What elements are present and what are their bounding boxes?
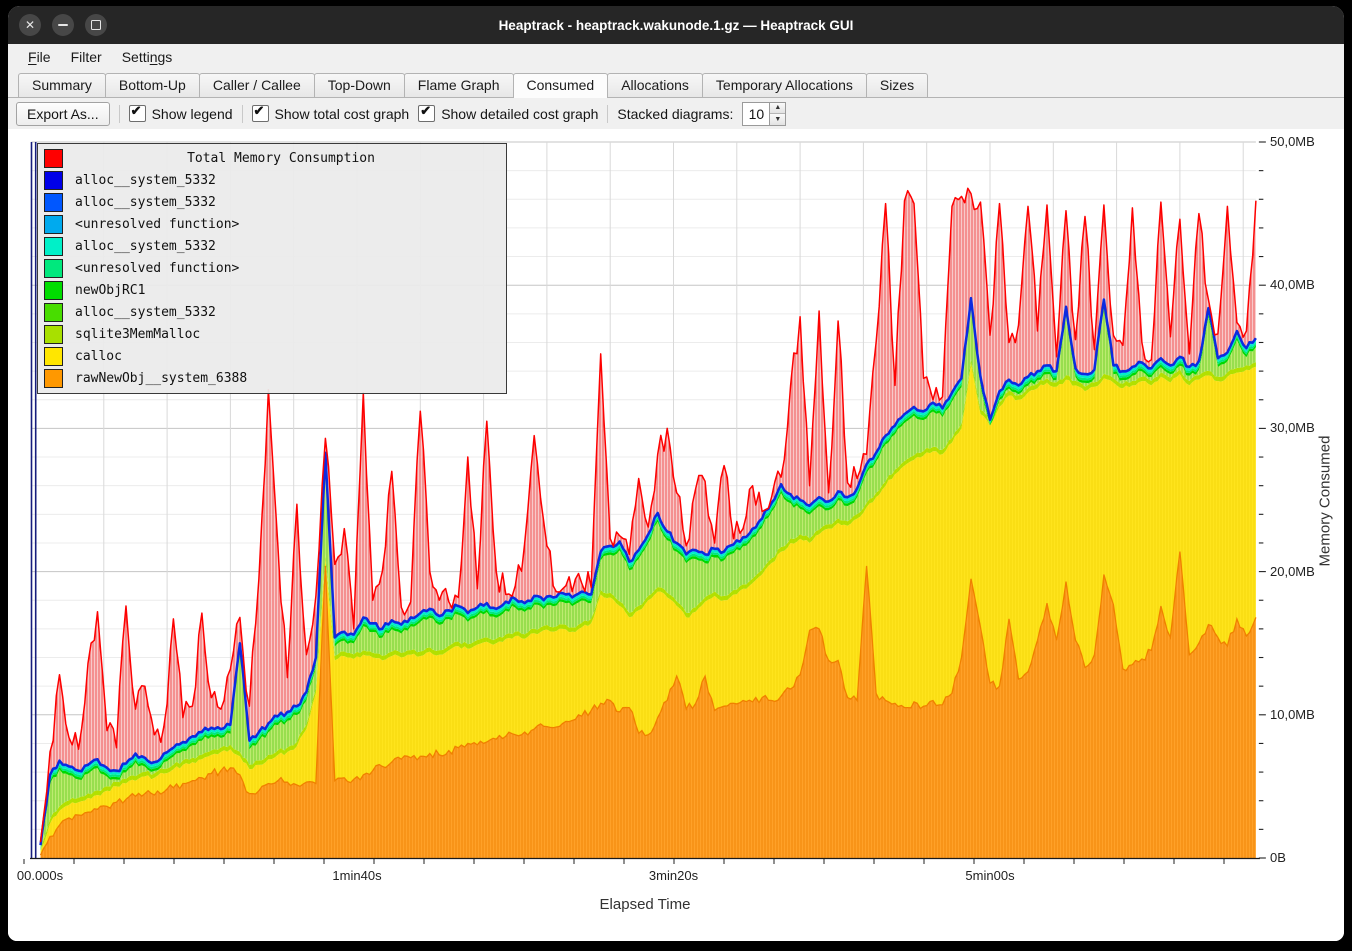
checkbox-box[interactable]: ✔ bbox=[128, 103, 146, 122]
legend-swatch bbox=[44, 368, 63, 388]
legend-swatch bbox=[44, 192, 63, 212]
legend-swatch bbox=[44, 258, 63, 278]
stacked-diagrams-value[interactable]: 10 bbox=[742, 101, 770, 126]
tab-temporary-allocations[interactable]: Temporary Allocations bbox=[701, 73, 867, 97]
legend-title-row: Total Memory Consumption bbox=[38, 147, 506, 169]
menu-settings[interactable]: Settings bbox=[121, 49, 173, 65]
legend-swatch bbox=[44, 324, 63, 344]
maximize-icon bbox=[91, 20, 101, 30]
toolbar-separator bbox=[118, 104, 120, 123]
legend-entry-rawnewobj-system-6388: rawNewObj__system_6388 bbox=[38, 367, 506, 389]
checkbox-label: Show legend bbox=[151, 105, 233, 122]
stepper-down-button[interactable]: ▼ bbox=[770, 114, 786, 125]
window-title: Heaptrack - heaptrack.wakunode.1.gz — He… bbox=[498, 17, 854, 33]
legend-swatch bbox=[44, 236, 63, 256]
legend-label: alloc__system_5332 bbox=[75, 172, 216, 188]
chart-legend: Total Memory Consumption alloc__system_5… bbox=[37, 143, 507, 394]
y-tick-label: 30,0MB bbox=[1270, 420, 1315, 436]
legend-title-swatch bbox=[44, 149, 63, 168]
checkbox-box[interactable]: ✔ bbox=[251, 103, 269, 122]
checkbox-show-legend[interactable]: ✔ Show legend bbox=[128, 103, 233, 122]
minimize-icon bbox=[58, 24, 68, 26]
tab-consumed[interactable]: Consumed bbox=[512, 73, 609, 98]
close-icon: ✕ bbox=[24, 18, 36, 32]
stacked-diagrams-label: Stacked diagrams: bbox=[617, 105, 734, 122]
x-tick-label: 00.000s bbox=[16, 868, 64, 883]
x-tick-label: 3min20s bbox=[648, 868, 699, 883]
legend-label: <unresolved function> bbox=[75, 216, 240, 232]
legend-entry-alloc-system-5332: alloc__system_5332 bbox=[38, 169, 506, 191]
export-as-button[interactable]: Export As... bbox=[16, 101, 110, 126]
legend-label: alloc__system_5332 bbox=[75, 238, 216, 254]
stepper-up-button[interactable]: ▲ bbox=[770, 102, 786, 114]
close-button[interactable]: ✕ bbox=[19, 14, 41, 36]
tab-caller-callee[interactable]: Caller / Callee bbox=[198, 73, 315, 97]
check-icon: ✔ bbox=[253, 103, 265, 118]
checkbox-box[interactable]: ✔ bbox=[418, 103, 436, 122]
tab-top-down[interactable]: Top-Down bbox=[313, 73, 405, 97]
stepper-buttons: ▲ ▼ bbox=[769, 101, 787, 126]
legend-label: newObjRC1 bbox=[75, 282, 146, 298]
legend-swatch bbox=[44, 302, 63, 322]
maximize-button[interactable] bbox=[85, 14, 107, 36]
legend-label: <unresolved function> bbox=[75, 260, 240, 276]
legend-label: sqlite3MemMalloc bbox=[75, 326, 201, 342]
app-window: ✕ Heaptrack - heaptrack.wakunode.1.gz — … bbox=[8, 6, 1344, 941]
legend-entry-unresolved-function: <unresolved function> bbox=[38, 213, 506, 235]
menu-file[interactable]: File bbox=[28, 49, 51, 65]
checkbox-show-detailed-cost-graph[interactable]: ✔ Show detailed cost graph bbox=[418, 103, 599, 122]
y-tick-label: 40,0MB bbox=[1270, 277, 1315, 293]
stacked-diagrams-stepper: 10 ▲ ▼ bbox=[742, 101, 787, 126]
legend-entry-alloc-system-5332: alloc__system_5332 bbox=[38, 235, 506, 257]
x-axis-title: Elapsed Time bbox=[599, 896, 691, 913]
minimize-button[interactable] bbox=[52, 14, 74, 36]
menu-filter[interactable]: Filter bbox=[70, 49, 102, 65]
check-icon: ✔ bbox=[420, 103, 432, 118]
memory-consumption-plot[interactable] bbox=[8, 129, 1344, 941]
check-icon: ✔ bbox=[130, 103, 142, 118]
legend-swatch bbox=[44, 214, 63, 234]
legend-label: calloc bbox=[75, 348, 122, 364]
checkbox-label: Show detailed cost graph bbox=[441, 105, 599, 122]
legend-swatch bbox=[44, 346, 63, 366]
menu-bar: File Filter Settings bbox=[8, 44, 1344, 70]
y-tick-label: 50,0MB bbox=[1270, 134, 1315, 149]
checkbox-show-total-cost-graph[interactable]: ✔ Show total cost graph bbox=[251, 103, 410, 122]
y-axis-title: Memory Consumed bbox=[1316, 435, 1334, 567]
legend-entry-calloc: calloc bbox=[38, 345, 506, 367]
legend-entry-alloc-system-5332: alloc__system_5332 bbox=[38, 191, 506, 213]
tab-sizes[interactable]: Sizes bbox=[865, 73, 929, 97]
legend-entry-newobjrc1: newObjRC1 bbox=[38, 279, 506, 301]
consumed-chart-area[interactable]: Total Memory Consumption alloc__system_5… bbox=[8, 129, 1344, 941]
legend-entry-unresolved-function: <unresolved function> bbox=[38, 257, 506, 279]
legend-swatch bbox=[44, 170, 63, 190]
tab-summary[interactable]: Summary bbox=[18, 73, 106, 97]
y-tick-label: 20,0MB bbox=[1270, 563, 1315, 579]
toolbar-separator bbox=[607, 104, 609, 123]
legend-label: rawNewObj__system_6388 bbox=[75, 370, 248, 386]
y-tick-label: 10,0MB bbox=[1270, 706, 1315, 722]
tab-bar: Summary Bottom-Up Caller / Callee Top-Down F… bbox=[8, 70, 1344, 98]
tab-flame-graph[interactable]: Flame Graph bbox=[403, 73, 514, 97]
title-bar: ✕ Heaptrack - heaptrack.wakunode.1.gz — … bbox=[8, 6, 1344, 44]
legend-entry-sqlite3memmalloc: sqlite3MemMalloc bbox=[38, 323, 506, 345]
legend-label: alloc__system_5332 bbox=[75, 304, 216, 320]
y-tick-label: 0B bbox=[1270, 850, 1286, 865]
checkbox-label: Show total cost graph bbox=[274, 105, 410, 122]
toolbar-separator bbox=[241, 104, 243, 123]
legend-swatch bbox=[44, 280, 63, 300]
legend-title: Total Memory Consumption bbox=[187, 150, 375, 166]
tab-bottom-up[interactable]: Bottom-Up bbox=[104, 73, 200, 97]
toolbar: Export As... ✔ Show legend ✔ Show total co… bbox=[8, 98, 1344, 129]
tab-allocations[interactable]: Allocations bbox=[607, 73, 703, 97]
x-tick-label: 5min00s bbox=[965, 868, 1015, 883]
legend-entry-alloc-system-5332: alloc__system_5332 bbox=[38, 301, 506, 323]
x-tick-label: 1min40s bbox=[332, 868, 382, 883]
legend-label: alloc__system_5332 bbox=[75, 194, 216, 210]
